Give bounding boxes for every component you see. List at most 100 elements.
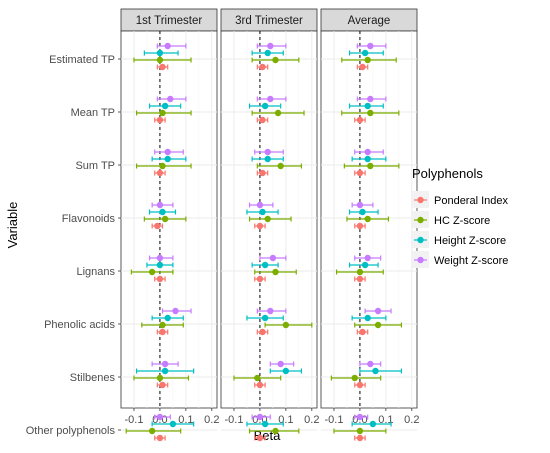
point-estimate — [159, 321, 166, 329]
x-tick-label: -0.1 — [324, 414, 343, 426]
variable-label: Flavonoids — [62, 213, 116, 225]
point-estimate — [367, 95, 374, 103]
series-ponderal-index — [151, 63, 169, 442]
legend-key-point — [417, 256, 424, 264]
panel-average: Average-0.10.00.10.2 — [320, 8, 419, 442]
point-estimate — [364, 155, 371, 163]
variable-label: Lignans — [76, 266, 115, 278]
point-estimate — [259, 63, 266, 71]
point-estimate — [156, 275, 164, 283]
point-estimate — [282, 367, 290, 375]
point-estimate — [159, 328, 166, 336]
x-tick-label: 0.1 — [178, 414, 193, 426]
point-estimate — [367, 162, 374, 170]
legend-label: Weight Z-score — [434, 255, 508, 267]
point-estimate — [356, 116, 364, 124]
legend-key-point — [417, 196, 424, 204]
variable-label: Mean TP — [71, 107, 115, 119]
point-estimate — [367, 360, 374, 368]
legend-label: Ponderal Index — [434, 195, 508, 207]
point-estimate — [254, 374, 261, 382]
point-estimate — [367, 42, 374, 50]
point-estimate — [356, 275, 364, 283]
point-estimate — [272, 427, 279, 435]
point-estimate — [259, 116, 266, 124]
point-estimate — [172, 307, 179, 315]
legend-item-weight-z-score: Weight Z-score — [412, 251, 508, 268]
point-estimate — [269, 254, 277, 262]
point-estimate — [159, 381, 166, 389]
variable-labels: Estimated TP Mean TP Sum TP Flavonoids Ligna… — [26, 54, 121, 437]
panel-3rd-trimester: 3rd Trimester-0.10.00.10.2 — [220, 8, 319, 442]
point-estimate — [156, 434, 164, 442]
point-estimate — [364, 254, 371, 262]
point-estimate — [161, 367, 169, 375]
series-height-z-score — [348, 49, 403, 428]
legend-item-ponderal-index: Ponderal Index — [412, 191, 508, 208]
point-estimate — [161, 215, 169, 223]
point-estimate — [282, 321, 290, 329]
point-estimate — [256, 275, 264, 283]
point-estimate — [267, 307, 274, 315]
point-estimate — [264, 215, 271, 223]
point-estimate — [159, 63, 166, 71]
point-estimate — [261, 420, 269, 428]
point-estimate — [256, 222, 264, 230]
legend-label: Height Z-score — [434, 235, 506, 247]
point-estimate — [372, 367, 379, 375]
panel-strip-label: 1st Trimester — [136, 15, 203, 27]
point-estimate — [356, 222, 364, 230]
x-tick-label: 0.2 — [404, 414, 419, 426]
point-estimate — [361, 49, 369, 57]
point-estimate — [361, 261, 369, 269]
point-estimate — [148, 268, 156, 276]
point-estimate — [159, 208, 166, 216]
point-estimate — [356, 268, 364, 276]
point-estimate — [156, 413, 164, 421]
series-height-z-score — [135, 49, 195, 428]
point-estimate — [364, 215, 371, 223]
variable-label: Stilbenes — [70, 372, 116, 384]
series-ponderal-index — [354, 63, 369, 442]
point-estimate — [356, 169, 364, 177]
point-estimate — [259, 328, 266, 336]
point-estimate — [267, 42, 274, 50]
point-estimate — [364, 102, 371, 110]
series-weight-z-score — [148, 42, 192, 421]
series-height-z-score — [246, 49, 303, 428]
variable-label: Other polyphenols — [26, 425, 116, 437]
point-estimate — [277, 162, 284, 170]
x-tick-label: -0.1 — [124, 414, 143, 426]
point-estimate — [156, 116, 164, 124]
point-estimate — [267, 95, 274, 103]
point-estimate — [374, 307, 382, 315]
point-estimate — [159, 109, 166, 117]
series-hc-z-score — [125, 56, 192, 435]
series-hc-z-score — [330, 56, 403, 435]
x-tick-label: 0.1 — [378, 414, 393, 426]
point-estimate — [156, 201, 164, 209]
point-estimate — [356, 413, 364, 421]
panel-1st-trimester: 1st Trimester-0.10.00.10.2 — [120, 8, 219, 442]
point-estimate — [256, 413, 264, 421]
point-estimate — [156, 261, 164, 269]
point-estimate — [261, 102, 269, 110]
point-estimate — [259, 208, 266, 216]
point-estimate — [359, 328, 366, 336]
point-estimate — [351, 374, 358, 382]
point-estimate — [156, 254, 164, 262]
point-estimate — [167, 95, 174, 103]
point-estimate — [359, 63, 366, 71]
point-estimate — [161, 102, 169, 110]
point-estimate — [164, 148, 171, 156]
legend-item-hc-z-score: HC Z-score — [412, 211, 490, 228]
variable-label: Estimated TP — [49, 54, 115, 66]
point-estimate — [364, 56, 371, 64]
legend-key-point — [417, 236, 424, 244]
point-estimate — [261, 261, 269, 269]
series-hc-z-score — [233, 56, 313, 435]
point-estimate — [272, 56, 279, 64]
point-estimate — [156, 56, 164, 64]
point-estimate — [356, 381, 364, 389]
